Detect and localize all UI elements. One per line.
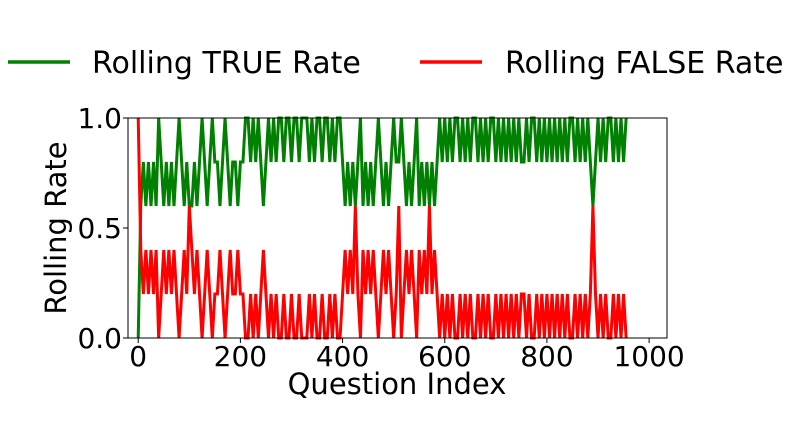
y-tick-label: 0.0 bbox=[77, 322, 122, 355]
legend: Rolling TRUE Rate Rolling FALSE Rate bbox=[8, 46, 784, 81]
legend-label-true: Rolling TRUE Rate bbox=[92, 46, 361, 81]
x-tick-label: 0 bbox=[129, 340, 147, 373]
y-axis: 0.0 0.5 1.0 bbox=[77, 102, 128, 355]
x-tick-label: 1000 bbox=[613, 340, 684, 373]
legend-label-false: Rolling FALSE Rate bbox=[505, 46, 784, 81]
x-tick-label: 200 bbox=[214, 340, 267, 373]
plot-area bbox=[127, 116, 668, 340]
y-tick-label: 1.0 bbox=[77, 102, 122, 135]
x-tick-label: 600 bbox=[418, 340, 471, 373]
series-line-true bbox=[136, 116, 628, 339]
y-axis-title: Rolling Rate bbox=[39, 141, 73, 314]
x-tick-label: 800 bbox=[520, 340, 573, 373]
x-tick-label: 400 bbox=[316, 340, 369, 373]
series-line-false bbox=[136, 117, 628, 340]
x-axis: 0 200 400 600 800 1000 bbox=[129, 338, 685, 373]
x-axis-title: Question Index bbox=[288, 367, 507, 401]
y-tick-label: 0.5 bbox=[77, 212, 122, 245]
